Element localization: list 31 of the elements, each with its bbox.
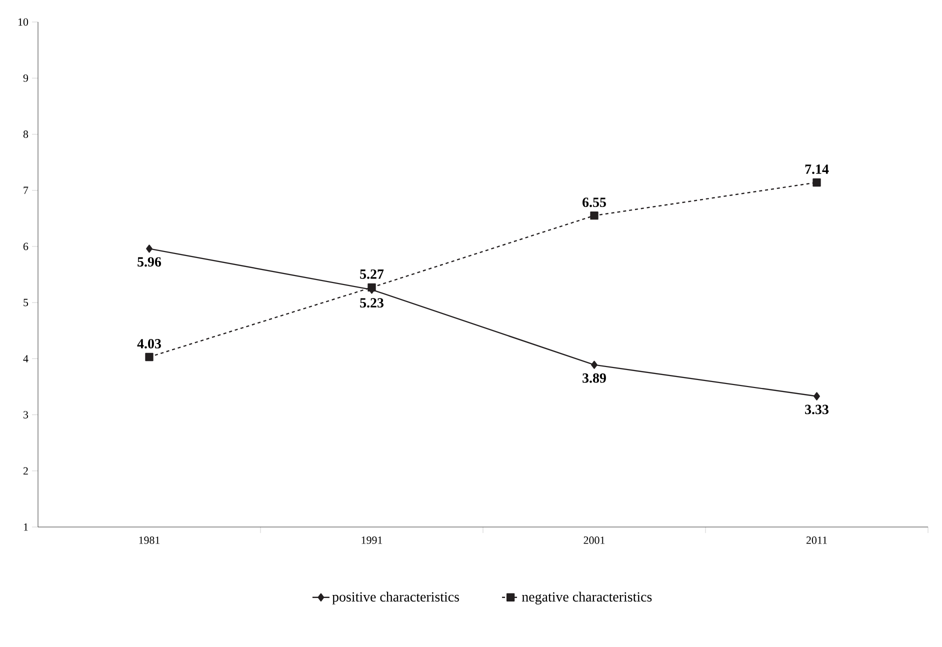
legend-label: positive characteristics [332,592,459,604]
y-tick-label: 5 [24,298,28,306]
point [591,360,598,369]
y-tick-label: 8 [23,130,28,138]
y-tick-label: 1 [24,523,28,531]
data-label: 7.14 [805,164,829,174]
y-tick-label: 4 [23,355,28,362]
x-tick-label: 2011 [806,536,827,544]
y-tick-label: 3 [24,411,28,418]
point [590,212,598,220]
x-tick-label: 2001 [584,536,605,544]
point [812,178,821,187]
data-label: 5.96 [138,257,162,267]
point [146,244,152,253]
point [145,352,154,362]
x-tick-label: 1981 [139,536,160,544]
data-label: 3.89 [582,373,606,383]
point [368,283,376,292]
y-tick-label: 10 [18,18,28,26]
data-label: 4.03 [137,338,161,348]
point [814,392,820,400]
y-tick-label: 9 [23,74,28,82]
data-label: 6.55 [582,198,606,208]
legend-label: negative characteristics [522,592,652,604]
data-label: 5.23 [360,298,384,308]
x-tick-label: 1991 [362,536,382,544]
y-tick-label: 2 [23,467,28,475]
y-tick-label: 7 [24,186,28,194]
data-label: 5.27 [360,269,384,279]
data-label: 3.33 [805,404,828,414]
y-tick-label: 6 [23,242,28,250]
